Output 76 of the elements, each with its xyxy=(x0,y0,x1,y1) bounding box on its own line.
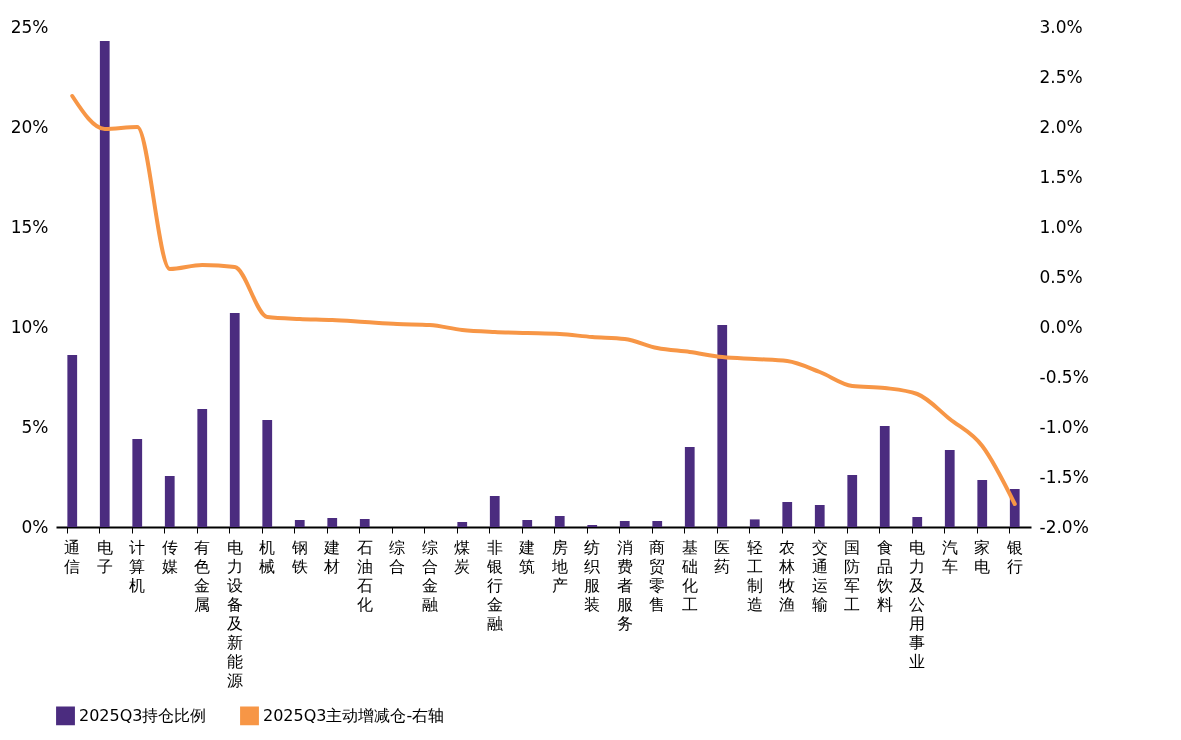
x-tick-label: 综合 xyxy=(389,537,406,576)
x-tick-label: 机械 xyxy=(259,537,276,576)
x-tick-label: 煤炭 xyxy=(454,537,471,576)
bar xyxy=(554,516,565,527)
bar xyxy=(67,355,78,527)
bar xyxy=(132,439,143,527)
bar xyxy=(359,519,370,527)
x-tick-label: 电力设备及新能源 xyxy=(226,537,243,690)
x-tick-label: 国防军工 xyxy=(844,537,861,614)
x-tick-label: 商贸零售 xyxy=(649,537,666,614)
x-tick-label: 有色金属 xyxy=(194,537,211,614)
bar xyxy=(164,476,175,527)
x-tick-label: 建材 xyxy=(323,537,341,576)
y-tick-label: 15% xyxy=(10,216,49,237)
bar xyxy=(977,480,988,527)
x-tick-label: 银行 xyxy=(1005,537,1023,576)
y2-tick-label: 2.0% xyxy=(1039,116,1083,137)
x-tick-label: 汽车 xyxy=(941,537,958,576)
bar xyxy=(847,475,858,527)
bar xyxy=(229,313,240,527)
bar xyxy=(489,496,500,527)
y2-tick-label: -2.0% xyxy=(1039,516,1089,537)
bar xyxy=(879,426,890,527)
bar xyxy=(327,518,338,527)
bar xyxy=(294,520,305,527)
x-tick-label: 电子 xyxy=(96,537,113,576)
bar xyxy=(717,325,728,527)
y2-tick-label: 0.0% xyxy=(1039,316,1083,337)
bar xyxy=(197,409,208,527)
x-tick-label: 综合金融 xyxy=(421,537,438,614)
x-tick-label: 轻工制造 xyxy=(746,537,763,614)
bar xyxy=(749,519,760,527)
y-tick-label: 10% xyxy=(10,316,49,337)
y2-tick-label: 2.5% xyxy=(1039,66,1083,87)
y2-tick-label: 0.5% xyxy=(1039,266,1083,287)
x-tick-label: 钢铁 xyxy=(290,537,308,576)
bar xyxy=(684,447,695,527)
bar xyxy=(522,520,533,527)
x-tick-label: 农林牧渔 xyxy=(778,537,796,614)
legend-label: 2025Q3主动增减仓-右轴 xyxy=(263,705,445,725)
x-tick-label: 建筑 xyxy=(518,537,536,576)
y-tick-label: 0% xyxy=(21,516,49,537)
x-tick-label: 传媒 xyxy=(161,537,178,576)
y-tick-label: 20% xyxy=(10,116,49,137)
x-tick-label: 医药 xyxy=(714,537,731,576)
bar xyxy=(944,450,955,527)
x-tick-label: 食品饮料 xyxy=(875,537,893,614)
bar xyxy=(262,420,273,527)
y2-tick-label: 1.5% xyxy=(1039,166,1083,187)
x-tick-label: 基础化工 xyxy=(680,537,698,614)
bar xyxy=(99,41,110,527)
bar xyxy=(814,505,825,527)
bar xyxy=(912,517,923,527)
y-tick-label: 25% xyxy=(10,16,49,37)
legend-label: 2025Q3持仓比例 xyxy=(79,705,207,725)
bar xyxy=(782,502,793,527)
bar xyxy=(457,522,468,527)
x-tick-label: 电力及公用事业 xyxy=(909,537,926,671)
y2-tick-label: 3.0% xyxy=(1039,16,1083,37)
y-tick-label: 5% xyxy=(21,416,49,437)
y2-tick-label: -1.5% xyxy=(1039,466,1089,487)
x-tick-label: 家电 xyxy=(974,537,991,576)
x-tick-label: 交通运输 xyxy=(811,537,828,614)
x-tick-label: 消费者服务 xyxy=(616,537,633,633)
y2-tick-label: 1.0% xyxy=(1039,216,1083,237)
x-tick-label: 纺织服装 xyxy=(584,537,601,614)
x-tick-label: 计算机 xyxy=(129,537,146,595)
x-tick-label: 通信 xyxy=(64,537,81,576)
bar xyxy=(652,521,663,527)
x-tick-label: 非银行金融 xyxy=(485,537,503,633)
bar xyxy=(619,521,630,527)
line-series xyxy=(70,94,1017,506)
y2-tick-label: -1.0% xyxy=(1039,416,1089,437)
y2-tick-label: -0.5% xyxy=(1039,366,1089,387)
x-tick-label: 石油石化 xyxy=(356,537,373,614)
x-tick-label: 房地产 xyxy=(550,537,568,595)
